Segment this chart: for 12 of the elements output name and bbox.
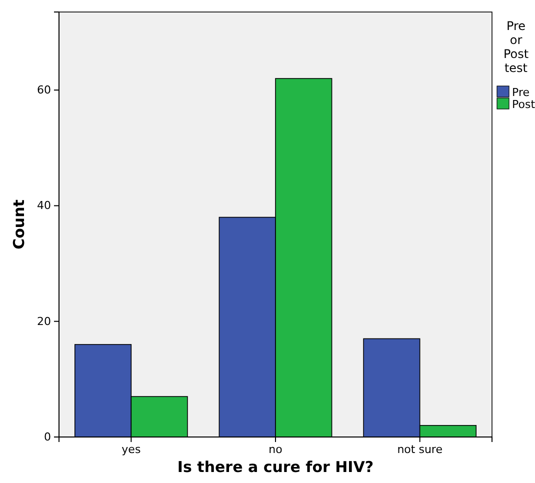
y-tick-label: 0 (44, 430, 51, 444)
x-tick-label: yes (122, 442, 141, 456)
y-tick-label: 20 (37, 314, 51, 328)
legend-title: Pre or Post test (503, 19, 529, 75)
x-tick-label: no (268, 442, 283, 456)
legend-label: Post (512, 98, 535, 111)
y-axis-title: Count (10, 200, 28, 250)
x-axis-title: Is there a cure for HIV? (177, 458, 374, 476)
y-tick-label: 40 (37, 199, 51, 212)
legend-label: Pre (512, 86, 530, 99)
x-tick-label: not sure (397, 442, 443, 456)
y-tick-label: 60 (37, 84, 51, 97)
